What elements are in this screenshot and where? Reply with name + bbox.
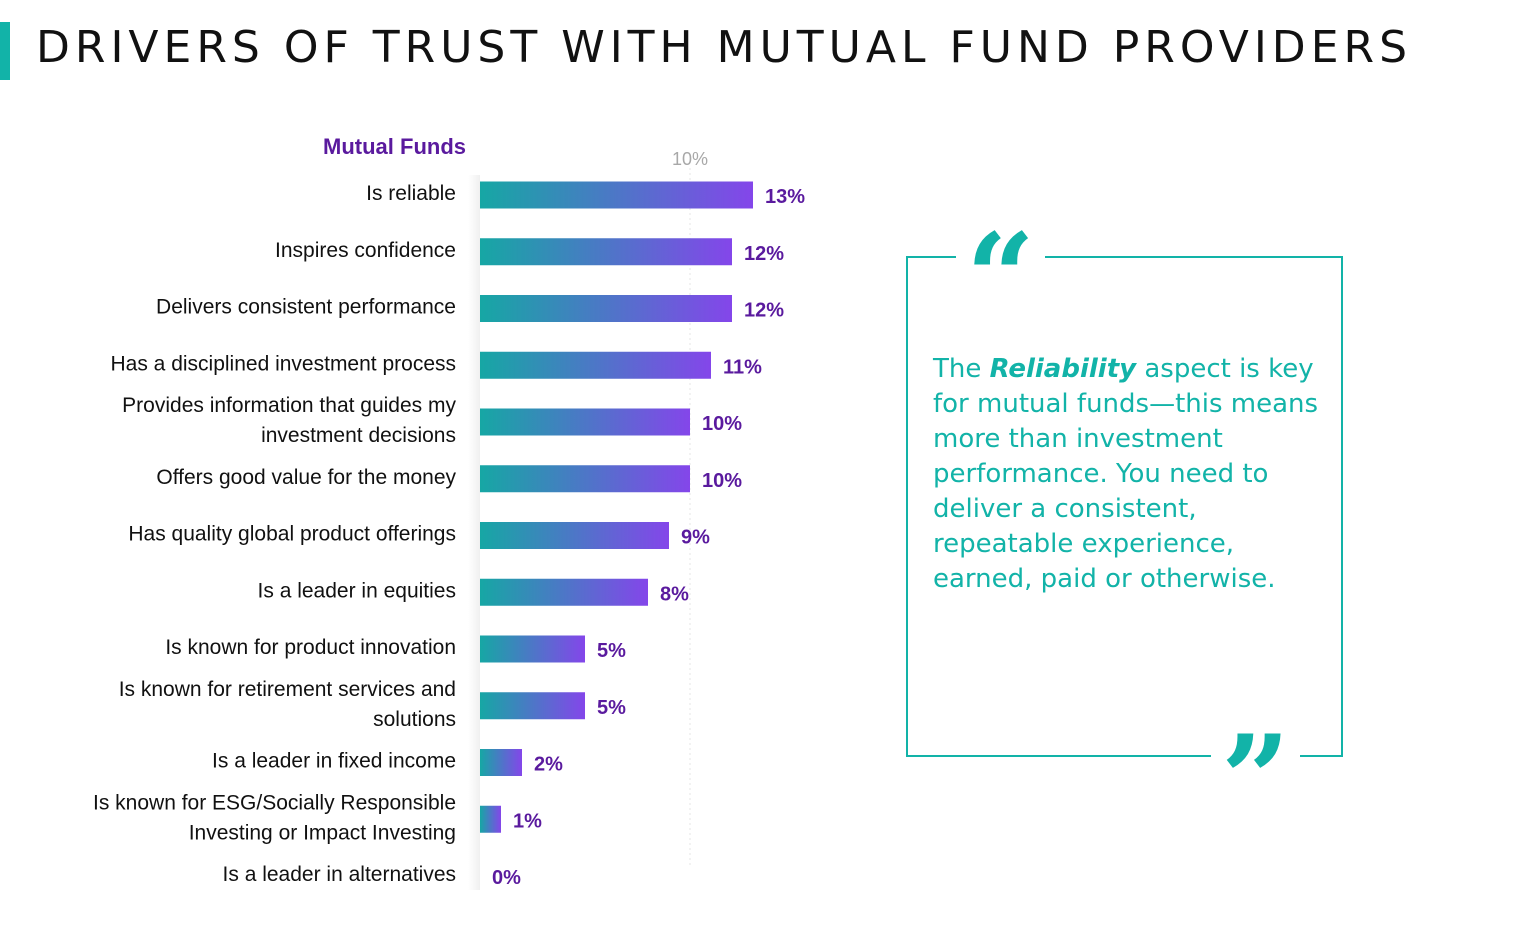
bar bbox=[480, 635, 585, 663]
category-label: Is reliable bbox=[366, 182, 456, 205]
value-label: 1% bbox=[513, 810, 542, 832]
category-label: Is known for product innovation bbox=[165, 636, 456, 659]
quote-border-bottom-right bbox=[1294, 755, 1343, 757]
value-label: 10% bbox=[702, 413, 742, 435]
bar bbox=[480, 238, 732, 266]
quote-text-rest: aspect is key for mutual funds—this mean… bbox=[933, 354, 1319, 594]
quote-border-left bbox=[906, 256, 908, 757]
value-label: 12% bbox=[744, 300, 784, 322]
close-quote-icon: ” bbox=[1211, 720, 1301, 782]
bar-chart: 10% 13% Is reliable 12% Inspires confidence 1… bbox=[93, 149, 805, 890]
bar bbox=[480, 522, 669, 549]
category-label: Is a leader in alternatives bbox=[223, 863, 456, 886]
quote-border-bottom-left bbox=[906, 755, 1214, 757]
value-label: 0% bbox=[492, 867, 521, 889]
category-label: Is a leader in equities bbox=[258, 579, 456, 602]
bar bbox=[480, 578, 648, 606]
value-label: 12% bbox=[744, 243, 784, 265]
quote-text: The Reliability aspect is key for mutual… bbox=[933, 352, 1325, 597]
bar bbox=[480, 692, 585, 720]
reference-tick-label: 10% bbox=[672, 149, 708, 169]
bar bbox=[480, 749, 522, 776]
bar bbox=[480, 351, 711, 379]
category-label: Has a disciplined investment process bbox=[111, 352, 457, 375]
value-label: 13% bbox=[765, 186, 805, 208]
category-label: Provides information that guides my inves… bbox=[122, 394, 456, 447]
series-name: Mutual Funds bbox=[323, 134, 466, 159]
category-label: Delivers consistent performance bbox=[156, 296, 456, 319]
value-label: 5% bbox=[597, 640, 626, 662]
quote-border-right bbox=[1341, 256, 1343, 757]
bar bbox=[480, 295, 732, 322]
page-title: DRIVERS OF TRUST WITH MUTUAL FUND PROVID… bbox=[36, 22, 1412, 73]
quote-border-top-left bbox=[906, 256, 968, 258]
value-label: 11% bbox=[723, 356, 762, 378]
category-label: Inspires confidence bbox=[275, 239, 456, 262]
category-label: Is a leader in fixed income bbox=[212, 750, 456, 773]
quote-border-top-right bbox=[1040, 256, 1343, 258]
open-quote-icon: “ bbox=[956, 218, 1046, 280]
value-label: 8% bbox=[660, 583, 689, 605]
bar bbox=[480, 805, 501, 833]
value-label: 9% bbox=[681, 527, 710, 549]
quote-text-lead: The bbox=[933, 354, 990, 384]
bar bbox=[480, 465, 690, 493]
quote-emphasis: Reliability bbox=[989, 354, 1137, 384]
value-label: 5% bbox=[597, 697, 626, 719]
value-label: 10% bbox=[702, 470, 742, 492]
value-label: 2% bbox=[534, 754, 563, 776]
title-accent-bar bbox=[0, 22, 10, 80]
bar bbox=[480, 408, 690, 436]
bar bbox=[480, 181, 753, 209]
axis-shadow bbox=[468, 175, 480, 890]
category-label: Has quality global product offerings bbox=[128, 523, 456, 546]
category-label: Is known for ESG/Socially Responsible Inv… bbox=[93, 791, 456, 844]
category-label: Offers good value for the money bbox=[156, 466, 456, 489]
category-label: Is known for retirement services and solu… bbox=[119, 678, 456, 731]
quote-box: “ ” bbox=[906, 218, 1343, 782]
